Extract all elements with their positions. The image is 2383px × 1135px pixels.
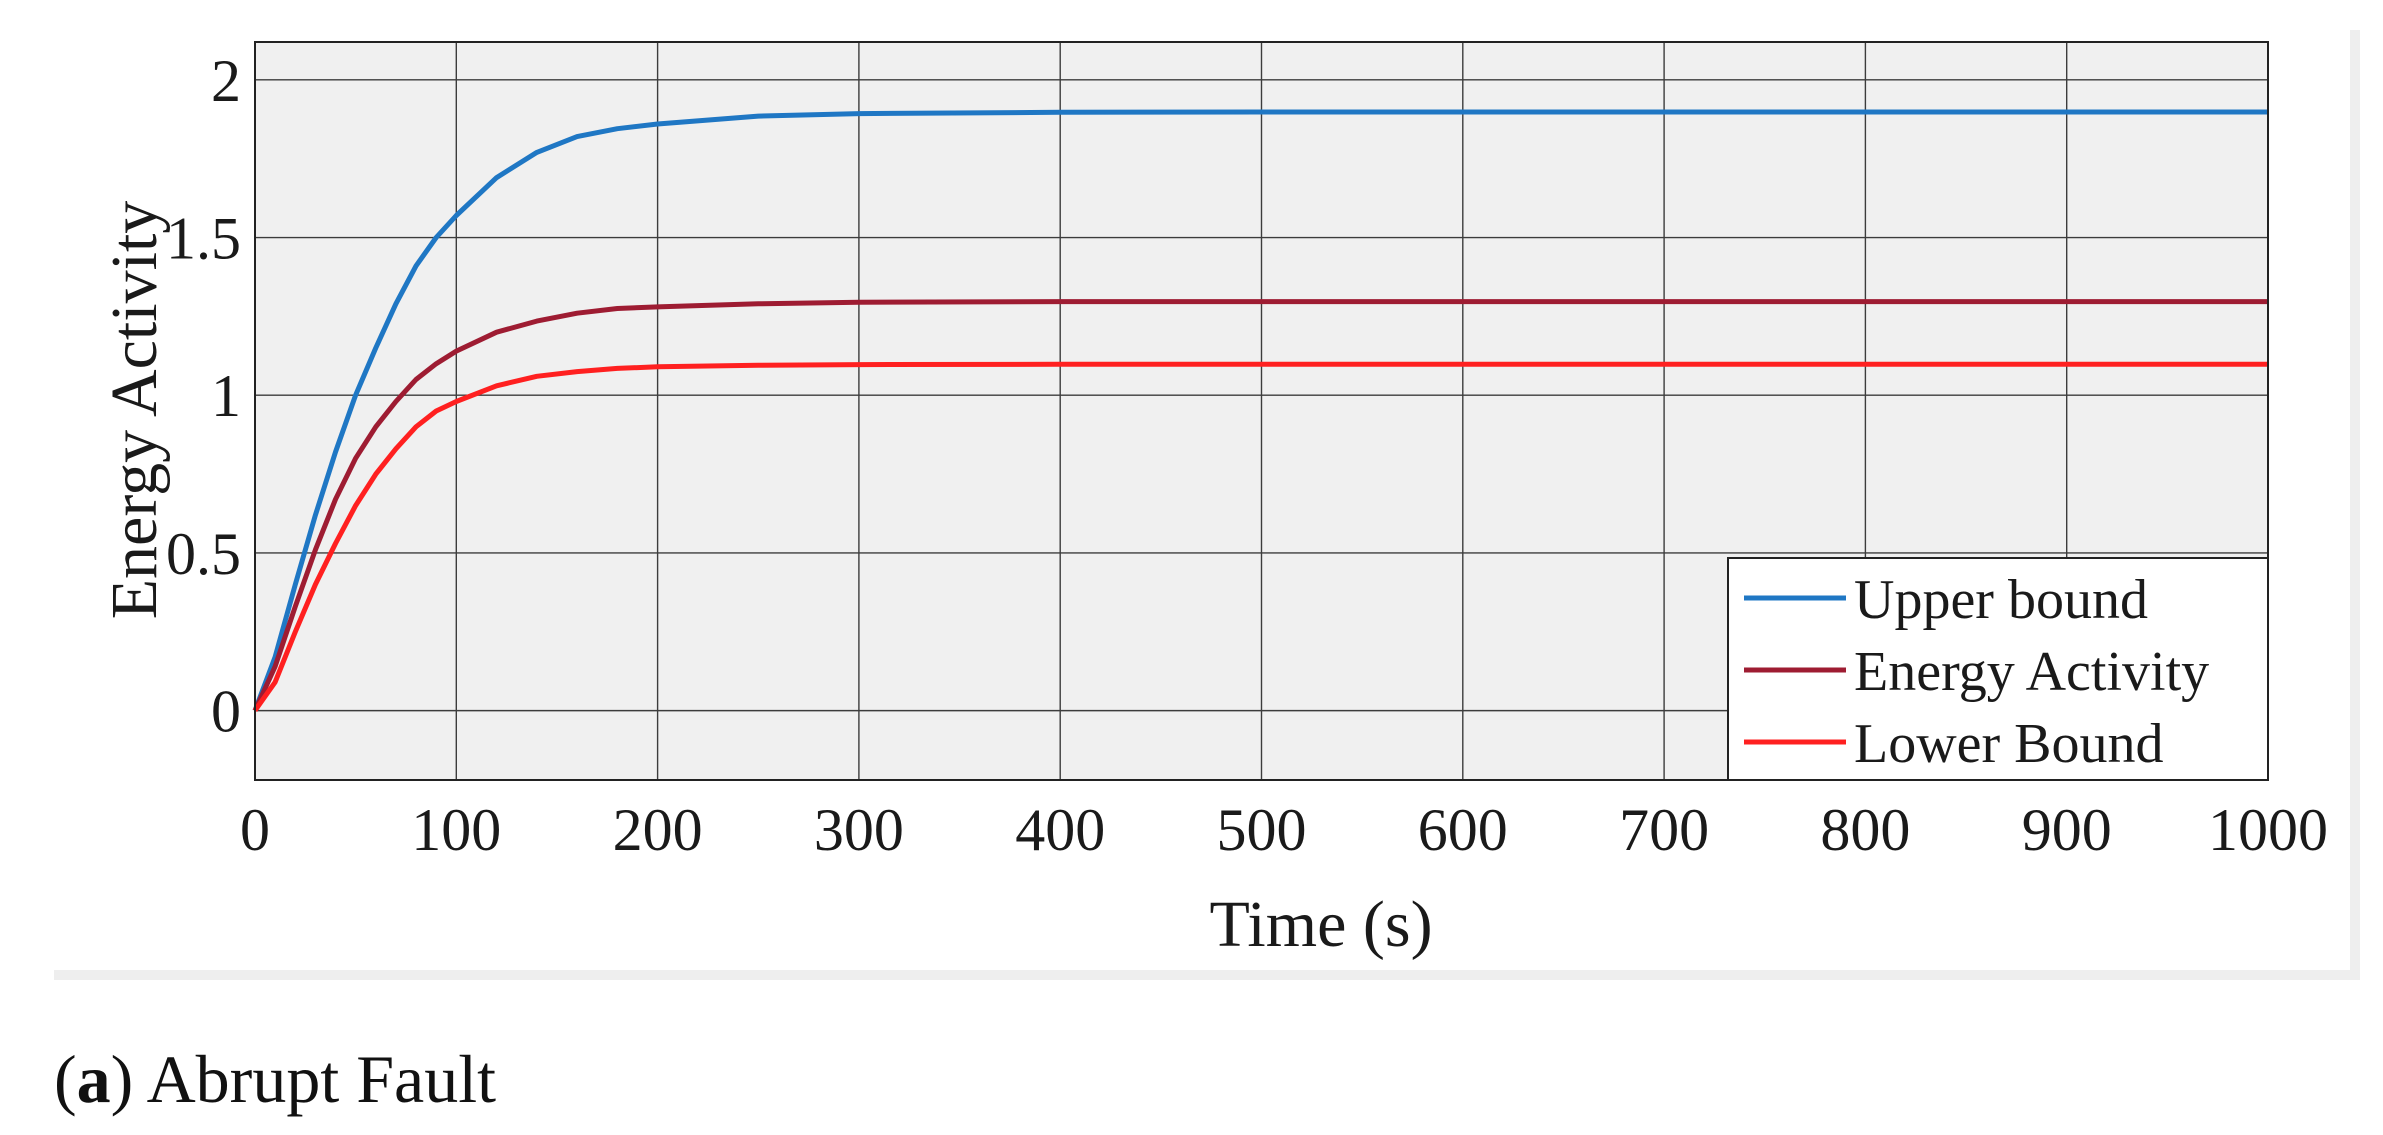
line-chart: 0 100 200 300 400 500 600 700 800 900 1000 0 0.5 1 1.5… [98,41,2328,961]
figure-panel: 0 100 200 300 400 500 600 700 800 900 1000 0 0.5 1 1.5… [54,30,2360,980]
tick-labels: 0 100 200 300 400 500 600 700 800 900 1000 0 0.5 1 1.5… [166,48,2328,863]
caption-text: Abrupt Fault [146,1041,496,1117]
x-tick-label: 900 [2022,797,2112,863]
legend: Upper bound Energy Activity Lower Bound [1727,557,2269,781]
x-tick-label: 500 [1217,797,1307,863]
y-tick-label: 2 [211,48,241,114]
y-tick-label: 1 [211,363,241,429]
x-tick-label: 1000 [2208,797,2328,863]
x-tick-label: 700 [1619,797,1709,863]
series-line-3 [252,361,2268,713]
x-axis-label: Time (s) [1209,888,1432,961]
figure-caption: (a) Abrupt Fault [54,1041,496,1117]
axes-box [254,41,2269,781]
x-tick-label: 600 [1418,797,1508,863]
x-tick-label: 400 [1015,797,1105,863]
x-tick-label: 100 [411,797,501,863]
x-tick-label: 200 [613,797,703,863]
x-tick-label: 300 [814,797,904,863]
axis-frame [254,41,2269,781]
series-lines [252,109,2268,713]
x-tick-label: 800 [1820,797,1910,863]
y-axis-label: Energy Activity [98,201,171,620]
series-line-1 [252,109,2268,712]
y-tick-label: 0 [211,679,241,745]
y-tick-label: 0.5 [166,521,241,587]
y-tick-label: 1.5 [166,206,241,272]
x-tick-label: 0 [240,797,270,863]
legend-entry-label: Upper bound [1854,569,2148,631]
series-line-2 [252,299,2268,712]
caption-label: a [76,1041,111,1117]
legend-entry-label: Energy Activity [1854,641,2209,703]
legend-entry-label: Lower Bound [1854,713,2164,775]
